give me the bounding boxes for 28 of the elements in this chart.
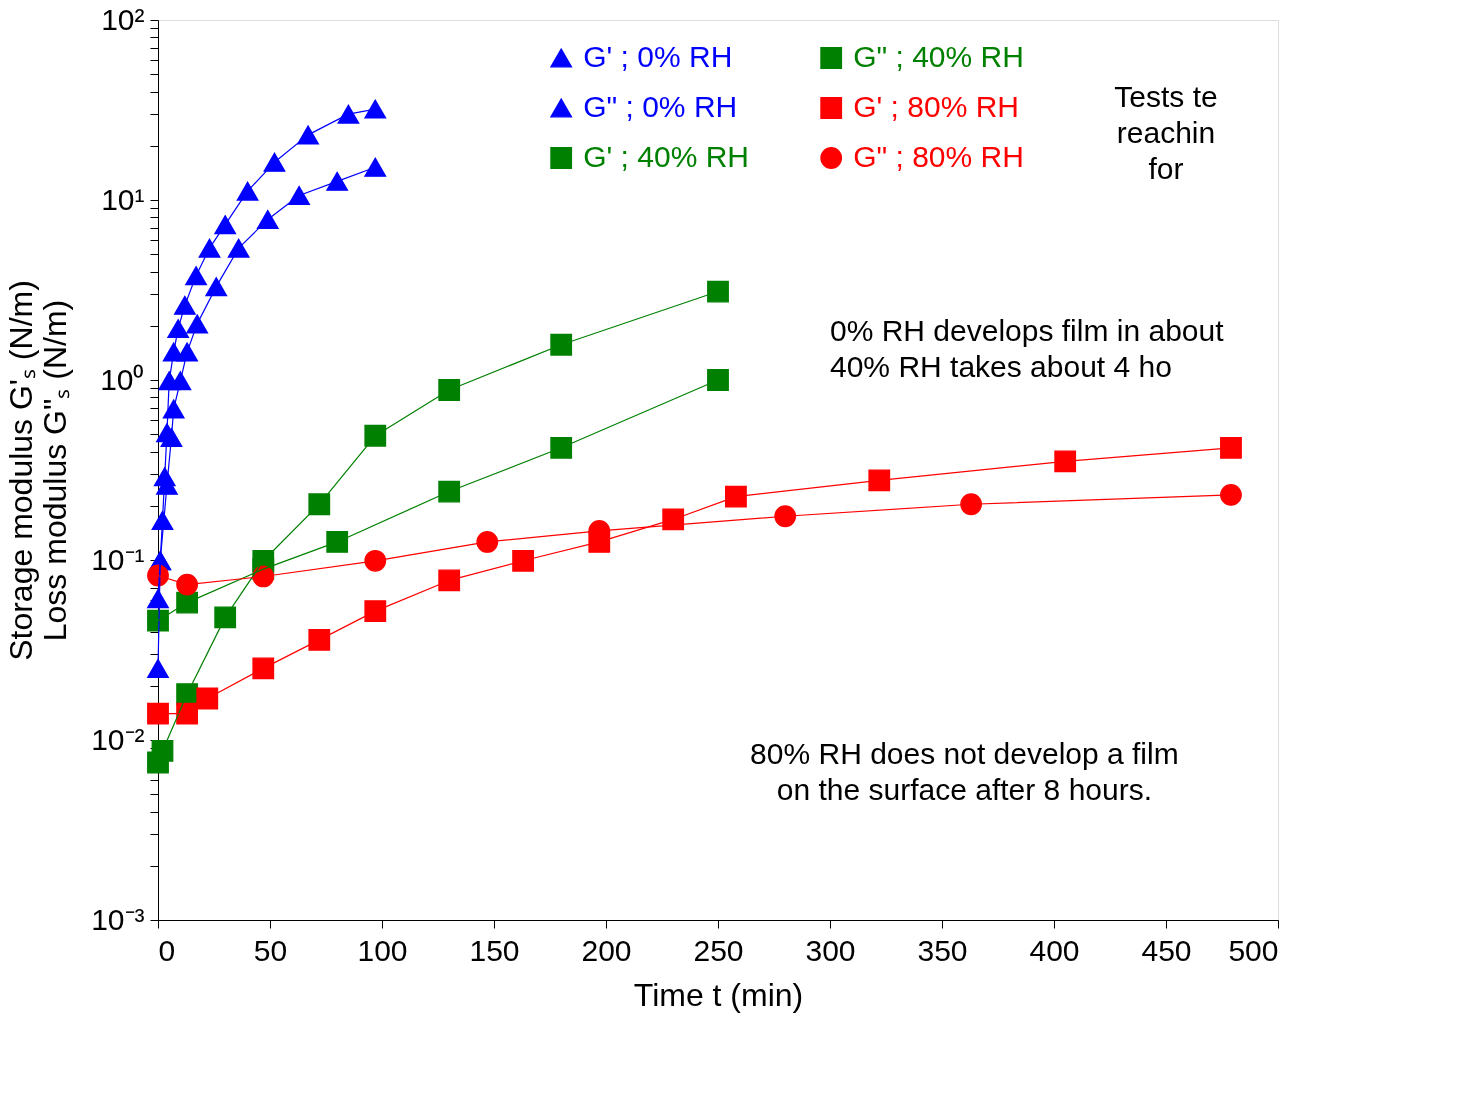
x-tick-label: 400: [1029, 933, 1080, 967]
legend-label: G" ; 40% RH: [853, 40, 1024, 73]
y-tick-label: 10¹: [101, 182, 145, 216]
y-tick-label: 10⁻¹: [91, 542, 145, 576]
x-tick-label: 0: [158, 933, 176, 967]
x-tick-label: 100: [357, 933, 408, 967]
x-tick-label: 500: [1228, 933, 1279, 967]
legend-label: G' ; 80% RH: [853, 90, 1019, 123]
legend-label: G" ; 0% RH: [583, 90, 738, 123]
x-tick-label: 50: [253, 933, 288, 967]
y-tick-label: 10⁻³: [91, 902, 145, 936]
x-tick-label: 350: [917, 933, 968, 967]
x-tick-label: 450: [1141, 933, 1192, 967]
y-axis-title: Storage modulus G'ₛ (N/m) Loss modulus G"ₛ (N/m): [3, 280, 74, 661]
annotation: 80% RH does not develop a film on the surface after 8 hours.: [750, 737, 1179, 806]
y-tick-label: 10²: [101, 2, 145, 36]
legend-label: G' ; 0% RH: [583, 40, 733, 73]
y-tick-label: 10⁻²: [91, 722, 145, 756]
y-tick-label: 10⁰: [100, 362, 145, 396]
legend-label: G' ; 40% RH: [583, 140, 749, 173]
x-tick-label: 150: [469, 933, 520, 967]
x-tick-label: 300: [805, 933, 856, 967]
legend-label: G" ; 80% RH: [853, 140, 1024, 173]
x-axis-title: Time t (min): [633, 976, 804, 1013]
annotation: 0% RH develops film in about 40% RH takes about 4 ho: [830, 314, 1225, 383]
x-tick-label: 200: [581, 933, 632, 967]
annotation: Tests te reachin for: [1114, 80, 1218, 185]
x-tick-label: 250: [693, 933, 744, 967]
